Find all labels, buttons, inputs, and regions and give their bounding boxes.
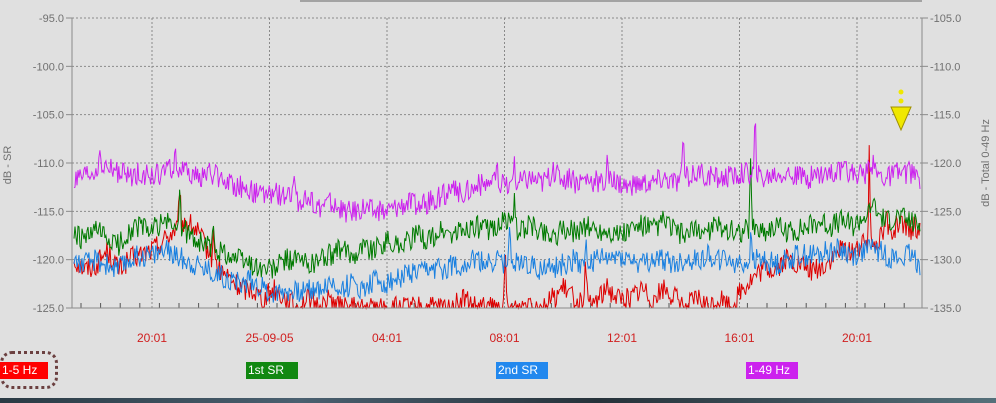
y-tick-label-right: -135.0 — [930, 303, 961, 315]
x-tick-label: 16:01 — [724, 331, 754, 345]
y-tick-label-left: -110.0 — [34, 158, 64, 170]
bottom-taskbar-strip — [0, 398, 996, 403]
x-tick-label: 12:01 — [607, 331, 637, 345]
legend-1st-sr[interactable]: 1st SR — [246, 362, 298, 379]
y-tick-label-left: -100.0 — [33, 61, 64, 73]
x-tick-label: 08:01 — [489, 331, 519, 345]
y-axis-right: -105.0 -110.0 -115.0 -120.0 -125.0 -130.0 -135… — [930, 13, 961, 315]
x-tick-label: 25-09-05 — [245, 331, 293, 345]
y-tick-label-left: -105.0 — [33, 110, 64, 122]
y-tick-label-left: -125.0 — [33, 303, 64, 315]
y-axis-right-title: dB - Total 0-49 Hz — [980, 119, 992, 207]
event-marker — [890, 89, 912, 132]
y-tick-label-right: -110.0 — [930, 61, 960, 73]
x-tick-label: 20:01 — [842, 331, 872, 345]
y-axis-left-title: dB - SR — [2, 146, 14, 185]
legend-1-49hz[interactable]: 1-49 Hz — [746, 362, 798, 379]
x-tick-label: 04:01 — [372, 331, 402, 345]
series-line-3 — [73, 123, 921, 223]
y-tick-label-right: -115.0 — [930, 110, 960, 122]
y-tick-label-right: -105.0 — [930, 13, 961, 25]
series-line-2 — [73, 227, 921, 303]
marker-arrow — [890, 106, 912, 132]
series-line-1 — [73, 158, 921, 279]
y-tick-label-left: -115.0 — [34, 206, 64, 218]
series-lines — [73, 123, 921, 310]
y-tick-label-right: -120.0 — [930, 158, 961, 170]
x-tick-label: 20:01 — [137, 331, 167, 345]
y-tick-label-right: -125.0 — [930, 206, 961, 218]
marker-dot — [898, 89, 904, 95]
legend-2nd-sr[interactable]: 2nd SR — [496, 362, 548, 379]
y-tick-label-left: -120.0 — [33, 255, 64, 267]
x-axis: 20:01 25-09-05 04:01 08:01 12:01 16:01 20:01 — [137, 331, 872, 345]
series-line-0 — [73, 145, 921, 310]
y-tick-label-left: -95.0 — [39, 13, 64, 25]
marker-dot — [898, 98, 904, 104]
y-tick-label-right: -130.0 — [930, 255, 961, 267]
legend-1-5hz[interactable]: 1-5 Hz — [0, 362, 48, 379]
y-axis-left: -95.0 -100.0 -105.0 -110.0 -115.0 -120.0 -125.… — [33, 13, 64, 315]
